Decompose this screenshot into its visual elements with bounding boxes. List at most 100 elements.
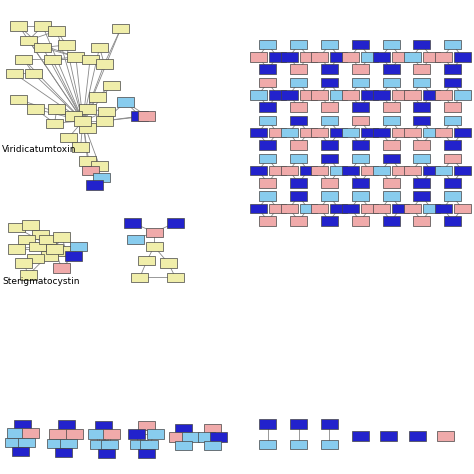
FancyBboxPatch shape — [96, 59, 113, 69]
FancyBboxPatch shape — [47, 438, 64, 448]
FancyBboxPatch shape — [435, 128, 452, 137]
FancyBboxPatch shape — [404, 128, 421, 137]
FancyBboxPatch shape — [95, 421, 112, 430]
FancyBboxPatch shape — [103, 429, 120, 438]
FancyBboxPatch shape — [413, 216, 430, 226]
FancyBboxPatch shape — [91, 43, 108, 52]
FancyBboxPatch shape — [281, 52, 298, 62]
FancyBboxPatch shape — [413, 178, 430, 188]
FancyBboxPatch shape — [175, 441, 192, 450]
FancyBboxPatch shape — [79, 156, 96, 166]
FancyBboxPatch shape — [131, 111, 148, 121]
FancyBboxPatch shape — [67, 52, 84, 62]
FancyBboxPatch shape — [281, 128, 298, 137]
FancyBboxPatch shape — [27, 254, 44, 263]
FancyBboxPatch shape — [361, 204, 378, 213]
FancyBboxPatch shape — [22, 428, 39, 438]
FancyBboxPatch shape — [29, 242, 46, 251]
FancyBboxPatch shape — [300, 204, 317, 213]
FancyBboxPatch shape — [413, 154, 430, 163]
FancyBboxPatch shape — [444, 64, 461, 74]
FancyBboxPatch shape — [18, 438, 35, 447]
FancyBboxPatch shape — [290, 116, 307, 125]
FancyBboxPatch shape — [6, 69, 23, 78]
FancyBboxPatch shape — [330, 166, 347, 175]
FancyBboxPatch shape — [281, 204, 298, 213]
FancyBboxPatch shape — [423, 90, 440, 100]
FancyBboxPatch shape — [88, 429, 105, 438]
FancyBboxPatch shape — [383, 40, 400, 49]
FancyBboxPatch shape — [311, 166, 328, 175]
Text: Viridicatumtoxin: Viridicatumtoxin — [2, 145, 77, 154]
FancyBboxPatch shape — [91, 161, 108, 171]
FancyBboxPatch shape — [342, 128, 359, 137]
FancyBboxPatch shape — [10, 21, 27, 31]
FancyBboxPatch shape — [8, 223, 25, 232]
FancyBboxPatch shape — [5, 438, 22, 447]
FancyBboxPatch shape — [60, 133, 77, 142]
FancyBboxPatch shape — [32, 230, 49, 239]
FancyBboxPatch shape — [46, 118, 63, 128]
FancyBboxPatch shape — [435, 52, 452, 62]
FancyBboxPatch shape — [269, 204, 286, 213]
FancyBboxPatch shape — [55, 448, 72, 457]
FancyBboxPatch shape — [361, 166, 378, 175]
FancyBboxPatch shape — [290, 78, 307, 87]
FancyBboxPatch shape — [167, 273, 184, 282]
FancyBboxPatch shape — [25, 69, 42, 78]
FancyBboxPatch shape — [140, 439, 157, 449]
FancyBboxPatch shape — [130, 439, 147, 449]
FancyBboxPatch shape — [423, 166, 440, 175]
FancyBboxPatch shape — [48, 104, 65, 114]
FancyBboxPatch shape — [352, 64, 369, 74]
FancyBboxPatch shape — [444, 140, 461, 150]
FancyBboxPatch shape — [352, 154, 369, 163]
FancyBboxPatch shape — [413, 64, 430, 74]
FancyBboxPatch shape — [392, 90, 409, 100]
FancyBboxPatch shape — [34, 43, 51, 52]
FancyBboxPatch shape — [281, 166, 298, 175]
FancyBboxPatch shape — [321, 78, 338, 87]
FancyBboxPatch shape — [444, 178, 461, 188]
FancyBboxPatch shape — [383, 216, 400, 226]
FancyBboxPatch shape — [311, 90, 328, 100]
FancyBboxPatch shape — [342, 90, 359, 100]
FancyBboxPatch shape — [259, 140, 276, 150]
FancyBboxPatch shape — [48, 26, 65, 36]
FancyBboxPatch shape — [290, 440, 307, 449]
FancyBboxPatch shape — [330, 52, 347, 62]
FancyBboxPatch shape — [342, 166, 359, 175]
FancyBboxPatch shape — [138, 449, 155, 458]
FancyBboxPatch shape — [300, 166, 317, 175]
FancyBboxPatch shape — [321, 64, 338, 74]
FancyBboxPatch shape — [444, 116, 461, 125]
FancyBboxPatch shape — [352, 216, 369, 226]
FancyBboxPatch shape — [437, 431, 454, 441]
FancyBboxPatch shape — [383, 140, 400, 150]
FancyBboxPatch shape — [46, 244, 63, 254]
FancyBboxPatch shape — [321, 419, 338, 429]
FancyBboxPatch shape — [74, 116, 91, 126]
FancyBboxPatch shape — [10, 95, 27, 104]
FancyBboxPatch shape — [101, 439, 118, 449]
FancyBboxPatch shape — [290, 191, 307, 201]
FancyBboxPatch shape — [311, 52, 328, 62]
FancyBboxPatch shape — [404, 204, 421, 213]
FancyBboxPatch shape — [53, 232, 70, 242]
FancyBboxPatch shape — [383, 116, 400, 125]
FancyBboxPatch shape — [444, 102, 461, 112]
FancyBboxPatch shape — [321, 102, 338, 112]
FancyBboxPatch shape — [8, 244, 25, 254]
FancyBboxPatch shape — [98, 449, 115, 458]
FancyBboxPatch shape — [423, 52, 440, 62]
FancyBboxPatch shape — [112, 24, 129, 33]
FancyBboxPatch shape — [342, 204, 359, 213]
FancyBboxPatch shape — [373, 204, 390, 213]
FancyBboxPatch shape — [98, 107, 115, 116]
FancyBboxPatch shape — [269, 90, 286, 100]
FancyBboxPatch shape — [290, 140, 307, 150]
FancyBboxPatch shape — [352, 191, 369, 201]
FancyBboxPatch shape — [383, 191, 400, 201]
FancyBboxPatch shape — [380, 431, 397, 441]
FancyBboxPatch shape — [300, 52, 317, 62]
